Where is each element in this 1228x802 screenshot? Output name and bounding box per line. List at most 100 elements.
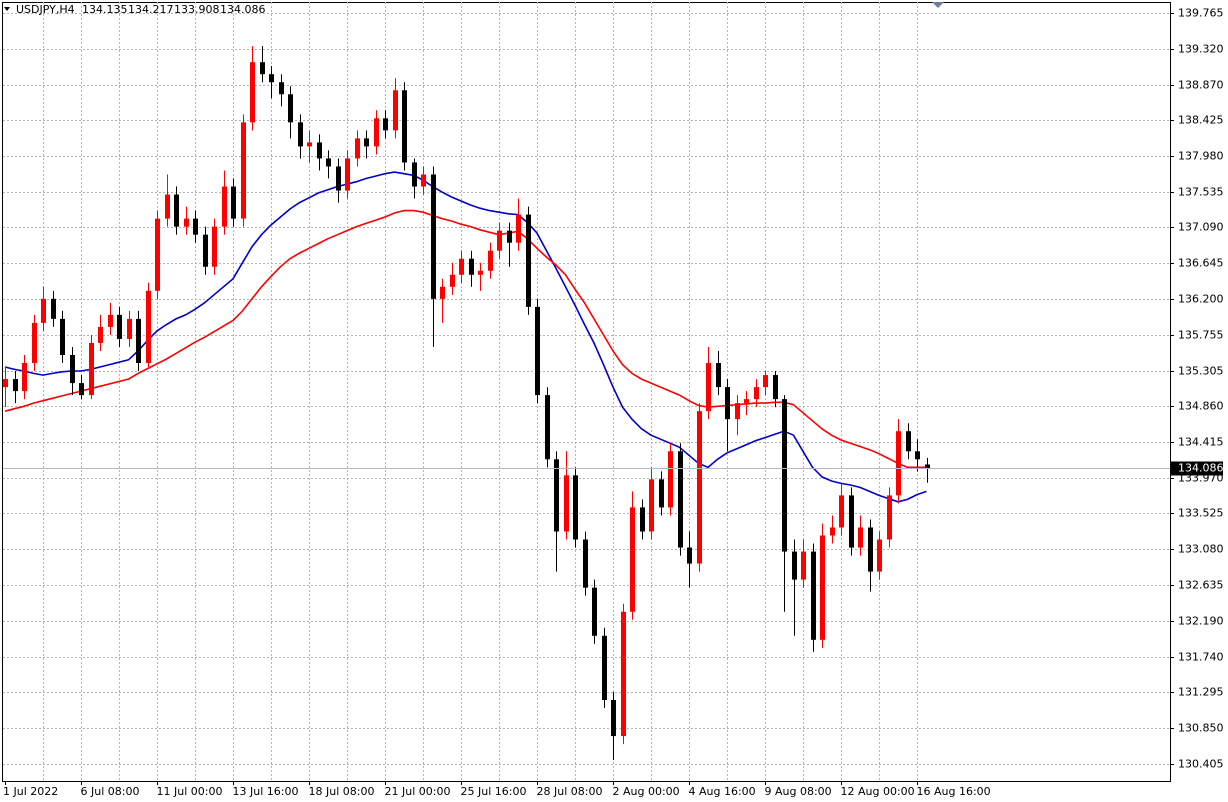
candle-body	[725, 387, 730, 420]
x-tick-label: 16 Aug 16:00	[917, 785, 991, 798]
x-tick-label: 4 Aug 16:00	[689, 785, 756, 798]
candle-body	[412, 162, 417, 187]
candle-body	[811, 551, 816, 640]
candle-body	[393, 90, 398, 131]
candle-body	[516, 214, 521, 243]
candle-body	[478, 270, 483, 275]
candle-body	[260, 62, 265, 75]
candle-body	[174, 194, 179, 227]
candle-body	[440, 286, 445, 299]
candle-body	[469, 258, 474, 275]
candle-body	[127, 318, 132, 339]
candle-body	[630, 507, 635, 612]
y-tick-label: 138.870	[1178, 79, 1224, 92]
y-tick-label: 137.090	[1178, 221, 1224, 234]
candle-body	[212, 226, 217, 267]
candle-body	[184, 218, 189, 227]
candle-body	[668, 451, 673, 508]
candle-body	[165, 194, 170, 219]
plot-area	[2, 2, 1171, 782]
moving-average	[4, 209, 927, 469]
candle-body	[640, 507, 645, 532]
y-tick-label: 132.190	[1178, 615, 1224, 628]
candle-body	[136, 318, 141, 364]
marks	[3, 46, 930, 761]
candle-body	[459, 258, 464, 275]
candle-body	[583, 539, 588, 588]
candle-body	[706, 363, 711, 412]
candle-body	[51, 298, 56, 319]
candle-body	[554, 459, 559, 532]
y-tick-label: 134.415	[1178, 436, 1224, 449]
candle-body	[611, 699, 616, 737]
candle-body	[535, 306, 540, 396]
candle-body	[839, 495, 844, 528]
candle-body	[735, 403, 740, 420]
candle-body	[488, 250, 493, 271]
candle-body	[431, 174, 436, 299]
shift-marker	[932, 2, 944, 8]
y-tick-label: 136.200	[1178, 293, 1224, 306]
candle-body	[526, 214, 531, 307]
candle-body	[744, 399, 749, 404]
candle-body	[374, 118, 379, 147]
y-tick-label: 136.645	[1178, 257, 1224, 270]
x-tick-label: 9 Aug 08:00	[765, 785, 832, 798]
candle-body	[336, 166, 341, 191]
candle-body	[317, 142, 322, 159]
y-tick-label: 135.305	[1178, 365, 1224, 378]
candle-body	[146, 290, 151, 364]
y-tick-label: 137.535	[1178, 186, 1224, 199]
candle-body	[3, 379, 8, 388]
header-close: 134.086	[220, 3, 266, 16]
candle-body	[117, 314, 122, 339]
y-tick-label: 139.320	[1178, 43, 1224, 56]
candle-body	[564, 475, 569, 532]
candle-body	[326, 158, 331, 167]
candle-body	[222, 186, 227, 227]
candle-body	[763, 375, 768, 388]
candle-body	[887, 495, 892, 540]
y-tick-label: 130.405	[1178, 758, 1224, 771]
candle-body	[250, 62, 255, 123]
candle-body	[60, 318, 65, 355]
candle-body	[383, 118, 388, 131]
candle-body	[830, 527, 835, 536]
header-high: 134.217	[128, 3, 174, 16]
candle-body	[782, 399, 787, 552]
candle-body	[79, 383, 84, 396]
candle-body	[792, 551, 797, 580]
candle-body	[621, 611, 626, 737]
candle-body	[877, 539, 882, 572]
candle-body	[697, 411, 702, 564]
y-tick-label: 132.635	[1178, 579, 1224, 592]
x-tick-label: 1 Jul 2022	[3, 785, 58, 798]
candle-body	[41, 298, 46, 323]
y-tick-label: 133.525	[1178, 507, 1224, 520]
candle-body	[858, 527, 863, 548]
y-tick-label: 131.295	[1178, 686, 1224, 699]
x-tick-label: 6 Jul 08:00	[81, 785, 140, 798]
x-tick-label: 12 Aug 00:00	[841, 785, 915, 798]
candle-body	[421, 174, 426, 187]
candle-body	[203, 234, 208, 267]
candle-body	[678, 451, 683, 548]
y-tick-label: 139.765	[1178, 7, 1224, 20]
candle-body	[32, 322, 37, 364]
candle-body	[307, 142, 312, 147]
candle-body	[70, 354, 75, 384]
candle-body	[497, 230, 502, 251]
y-tick-label: 134.860	[1178, 400, 1224, 413]
y-tick-label: 130.850	[1178, 722, 1224, 735]
x-tick-label: 25 Jul 16:00	[461, 785, 527, 798]
candle-body	[659, 479, 664, 508]
candle-body	[364, 138, 369, 147]
candle-body	[868, 527, 873, 572]
x-tick-label: 11 Jul 00:00	[157, 785, 223, 798]
x-tick-label: 18 Jul 08:00	[309, 785, 375, 798]
candle-body	[241, 122, 246, 219]
candle-body	[298, 122, 303, 147]
last-price-box	[1171, 461, 1223, 476]
y-tick-label: 135.755	[1178, 329, 1224, 342]
moving-average	[4, 171, 927, 503]
